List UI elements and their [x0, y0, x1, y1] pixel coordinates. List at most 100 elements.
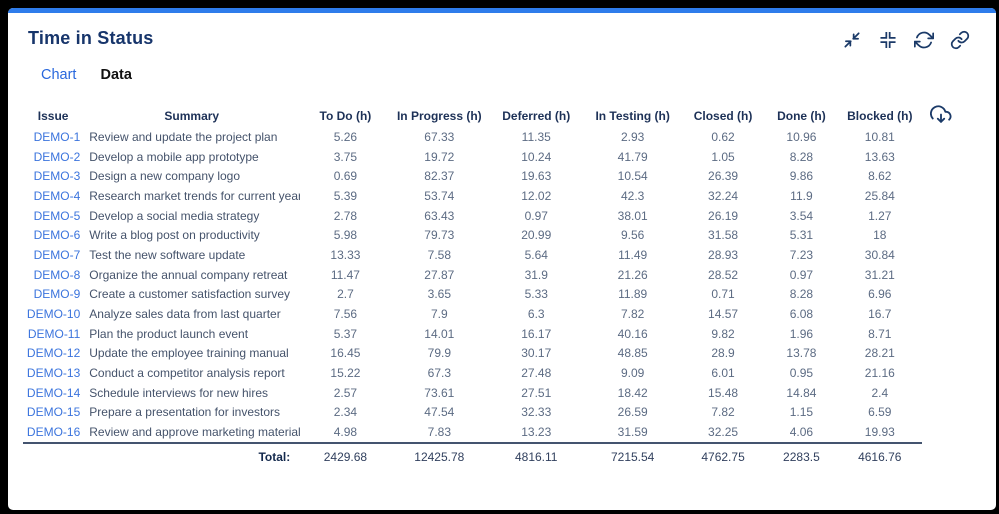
- table-row: DEMO-10 Analyze sales data from last qua…: [23, 304, 922, 324]
- value-cell: 8.62: [868, 169, 892, 184]
- value-cell: 14.57: [708, 307, 739, 322]
- table-row: DEMO-1 Review and update the project pla…: [23, 127, 922, 147]
- value-cell: 28.21: [864, 346, 895, 361]
- value-cell: 79.73: [424, 228, 455, 243]
- value-cell: 0.95: [789, 366, 814, 381]
- value-cell: 27.87: [424, 267, 455, 282]
- value-cell: 21.26: [617, 267, 648, 282]
- time-in-status-gadget: Time in Status: [8, 8, 996, 510]
- issue-link[interactable]: DEMO-9: [33, 287, 81, 302]
- column-header-blocked: Blocked (h): [847, 109, 913, 123]
- table-row: DEMO-4 Research market trends for curren…: [23, 186, 922, 206]
- summary-cell: Schedule interviews for new hires: [89, 385, 269, 400]
- value-cell: 2.93: [620, 129, 645, 144]
- view-tabs: Chart Data: [8, 50, 996, 83]
- summary-cell: Prepare a presentation for investors: [89, 405, 281, 420]
- value-cell: 67.33: [424, 129, 455, 144]
- value-cell: 13.78: [786, 346, 817, 361]
- value-cell: 3.65: [427, 287, 451, 302]
- value-cell: 16.7: [868, 307, 892, 322]
- table-row: DEMO-16 Review and approve marketing mat…: [23, 422, 922, 443]
- value-cell: 1.27: [868, 208, 892, 223]
- value-cell: 13.33: [330, 247, 361, 262]
- header-row: Issue Summary To Do (h) In Progress (h) …: [23, 99, 922, 127]
- issue-link[interactable]: DEMO-7: [33, 247, 81, 262]
- accent-bar: [8, 8, 996, 13]
- value-cell: 41.79: [617, 149, 648, 164]
- value-cell: 31.9: [524, 267, 548, 282]
- issue-link[interactable]: DEMO-15: [26, 405, 81, 420]
- value-cell: 10.81: [864, 129, 895, 144]
- value-cell: 9.86: [789, 169, 814, 184]
- issue-link[interactable]: DEMO-14: [26, 385, 81, 400]
- value-cell: 67.3: [427, 366, 451, 381]
- cloud-download-icon[interactable]: [930, 104, 952, 126]
- column-header-in-progress: In Progress (h): [396, 109, 482, 123]
- value-cell: 27.48: [521, 366, 552, 381]
- issue-link[interactable]: DEMO-2: [33, 149, 81, 164]
- summary-cell: Organize the annual company retreat: [89, 267, 288, 282]
- value-cell: 32.25: [708, 425, 739, 440]
- value-cell: 5.98: [333, 228, 358, 243]
- fit-view-icon[interactable]: [878, 30, 898, 50]
- issue-link[interactable]: DEMO-1: [33, 129, 81, 144]
- issue-link[interactable]: DEMO-6: [33, 228, 81, 243]
- value-cell: 6.08: [789, 307, 814, 322]
- total-deferred: 4816.11: [488, 442, 585, 470]
- value-cell: 82.37: [424, 169, 455, 184]
- value-cell: 38.01: [617, 208, 648, 223]
- tab-data[interactable]: Data: [100, 67, 132, 83]
- issue-link[interactable]: DEMO-13: [26, 366, 81, 381]
- value-cell: 2.57: [333, 385, 358, 400]
- value-cell: 16.45: [330, 346, 361, 361]
- value-cell: 26.39: [708, 169, 739, 184]
- value-cell: 4.98: [333, 425, 358, 440]
- issue-link[interactable]: DEMO-10: [26, 307, 81, 322]
- value-cell: 10.24: [521, 149, 552, 164]
- tab-chart[interactable]: Chart: [41, 67, 77, 83]
- value-cell: 25.84: [864, 188, 895, 203]
- summary-cell: Create a customer satisfaction survey: [89, 287, 291, 302]
- issue-link[interactable]: DEMO-8: [33, 267, 81, 282]
- link-icon[interactable]: [950, 30, 970, 50]
- table-row: DEMO-15 Prepare a presentation for inves…: [23, 403, 922, 423]
- value-cell: 40.16: [617, 326, 648, 341]
- value-cell: 28.93: [708, 247, 739, 262]
- value-cell: 18: [873, 228, 887, 243]
- issue-link[interactable]: DEMO-12: [26, 346, 81, 361]
- summary-cell: Review and approve marketing materials: [89, 425, 301, 440]
- gadget-header: Time in Status: [8, 13, 996, 50]
- value-cell: 28.52: [708, 267, 739, 282]
- table-row: DEMO-5 Develop a social media strategy 2…: [23, 206, 922, 226]
- value-cell: 0.62: [711, 129, 735, 144]
- value-cell: 7.82: [711, 405, 735, 420]
- exit-fullscreen-icon[interactable]: [842, 30, 862, 50]
- refresh-icon[interactable]: [914, 30, 934, 50]
- value-cell: 11.35: [521, 129, 551, 144]
- summary-cell: Review and update the project plan: [89, 129, 278, 144]
- value-cell: 13.23: [521, 425, 552, 440]
- value-cell: 6.59: [868, 405, 892, 420]
- issue-link[interactable]: DEMO-16: [26, 425, 81, 440]
- value-cell: 1.96: [789, 326, 814, 341]
- value-cell: 2.4: [871, 385, 889, 400]
- value-cell: 7.82: [620, 307, 645, 322]
- issue-link[interactable]: DEMO-5: [33, 208, 81, 223]
- value-cell: 28.9: [711, 346, 735, 361]
- value-cell: 9.56: [620, 228, 645, 243]
- summary-cell: Develop a mobile app prototype: [89, 149, 259, 164]
- table-row: DEMO-14 Schedule interviews for new hire…: [23, 383, 922, 403]
- issue-link[interactable]: DEMO-3: [33, 169, 81, 184]
- issue-link[interactable]: DEMO-4: [33, 188, 81, 203]
- table-row: DEMO-2 Develop a mobile app prototype 3.…: [23, 147, 922, 167]
- value-cell: 6.01: [711, 366, 735, 381]
- value-cell: 30.84: [864, 247, 895, 262]
- issue-link[interactable]: DEMO-11: [27, 326, 81, 341]
- value-cell: 0.69: [333, 169, 358, 184]
- value-cell: 31.58: [708, 228, 739, 243]
- value-cell: 0.71: [711, 287, 735, 302]
- value-cell: 31.21: [864, 267, 895, 282]
- value-cell: 11.89: [618, 287, 648, 302]
- value-cell: 12.02: [521, 188, 552, 203]
- value-cell: 4.06: [789, 425, 814, 440]
